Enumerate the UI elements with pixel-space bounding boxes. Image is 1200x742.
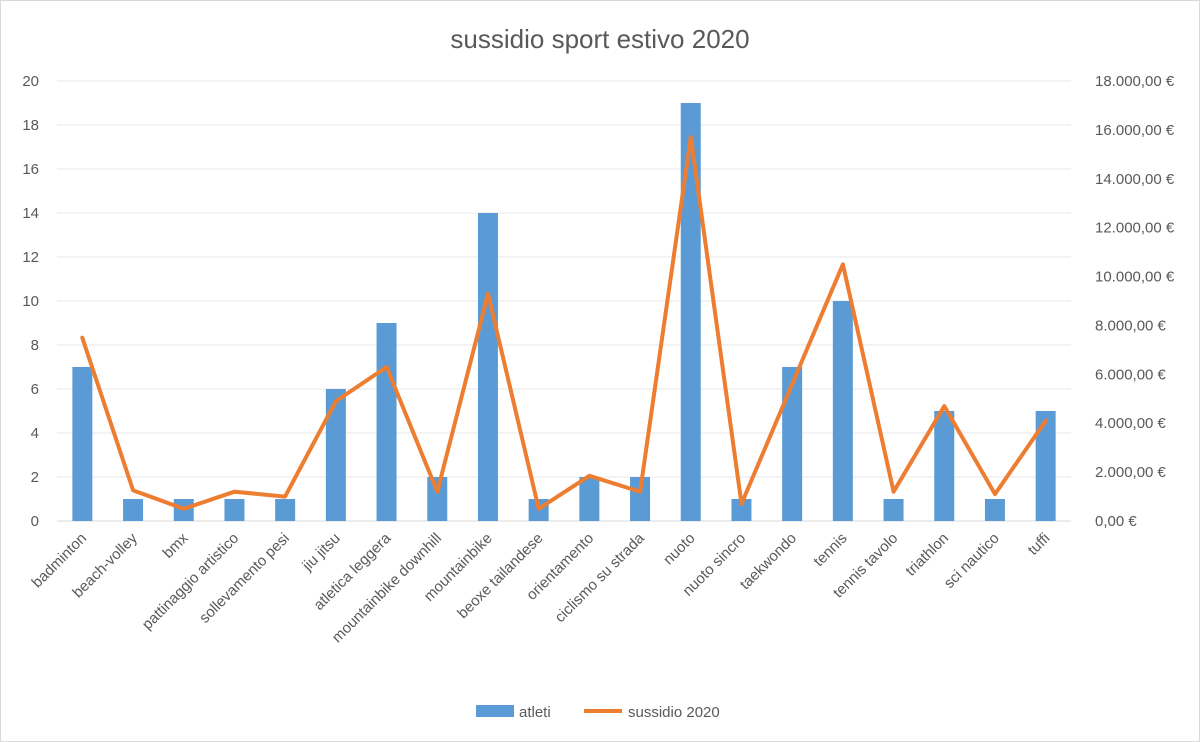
line-series-sussidio	[80, 135, 1048, 511]
bar	[275, 499, 296, 521]
y-right-tick-label: 4.000,00 €	[1095, 415, 1167, 432]
bar	[123, 499, 144, 521]
bar	[630, 477, 651, 521]
bar	[984, 499, 1005, 521]
bar	[1035, 411, 1056, 521]
right-axis-ticks: 0,00 € 2.000,00 € 4.000,00 € 6.000,00 € 8.00…	[1095, 73, 1175, 530]
chart-title: sussidio sport estivo 2020	[450, 24, 749, 54]
category-label: ciclismo su strada	[552, 529, 649, 626]
y-right-tick-label: 14.000,00 €	[1095, 171, 1175, 188]
y-right-tick-label: 6.000,00 €	[1095, 366, 1167, 383]
category-label: triathlon	[902, 530, 952, 580]
legend-label-atleti: atleti	[519, 704, 551, 721]
y-left-tick-label: 8	[31, 337, 39, 354]
category-label: tuffi	[1025, 530, 1054, 559]
bar	[934, 411, 955, 521]
bars-atleti	[72, 103, 1056, 521]
bar	[680, 103, 701, 521]
bar	[427, 477, 448, 521]
legend: atleti sussidio 2020	[476, 704, 720, 721]
category-label: pattinaggio artistico	[139, 530, 242, 633]
y-right-tick-label: 2.000,00 €	[1095, 464, 1167, 481]
bar	[782, 367, 803, 521]
category-label: sci nautico	[941, 530, 1003, 592]
y-left-tick-label: 10	[22, 293, 39, 310]
y-left-tick-label: 20	[22, 73, 39, 90]
category-label: nuoto	[660, 530, 699, 569]
y-left-tick-label: 4	[31, 425, 39, 442]
y-left-tick-label: 2	[31, 469, 39, 486]
y-right-tick-label: 8.000,00 €	[1095, 317, 1167, 334]
category-label: bmx	[160, 529, 192, 561]
y-left-tick-label: 14	[22, 205, 39, 222]
line-sussidio	[80, 135, 1048, 511]
bar	[579, 477, 600, 521]
y-right-tick-label: 10.000,00 €	[1095, 269, 1175, 286]
bar	[376, 323, 397, 521]
bar	[477, 213, 498, 521]
bar	[224, 499, 245, 521]
y-left-tick-label: 18	[22, 117, 39, 134]
gridlines	[57, 80, 1071, 522]
y-right-tick-label: 12.000,00 €	[1095, 220, 1175, 237]
y-left-tick-label: 0	[31, 513, 39, 530]
y-left-tick-label: 16	[22, 161, 39, 178]
bar	[883, 499, 904, 521]
category-label: sollevamento pesi	[196, 530, 293, 627]
bar	[731, 499, 752, 521]
left-axis-ticks: 0 2 4 6 8 10 12 14 16 18 20	[22, 73, 39, 530]
bar	[832, 301, 853, 521]
category-label: jiu jitsu	[299, 530, 344, 575]
y-right-tick-label: 16.000,00 €	[1095, 122, 1175, 139]
y-left-tick-label: 12	[22, 249, 39, 266]
y-right-tick-label: 0,00 €	[1095, 513, 1137, 530]
legend-swatch-atleti	[476, 705, 514, 717]
bar	[72, 367, 93, 521]
category-label: beoxe tailandese	[454, 530, 546, 622]
legend-label-sussidio: sussidio 2020	[628, 704, 720, 721]
category-label: tennis	[810, 530, 850, 570]
bar	[325, 389, 346, 521]
y-left-tick-label: 6	[31, 381, 39, 398]
y-right-tick-label: 18.000,00 €	[1095, 73, 1175, 90]
